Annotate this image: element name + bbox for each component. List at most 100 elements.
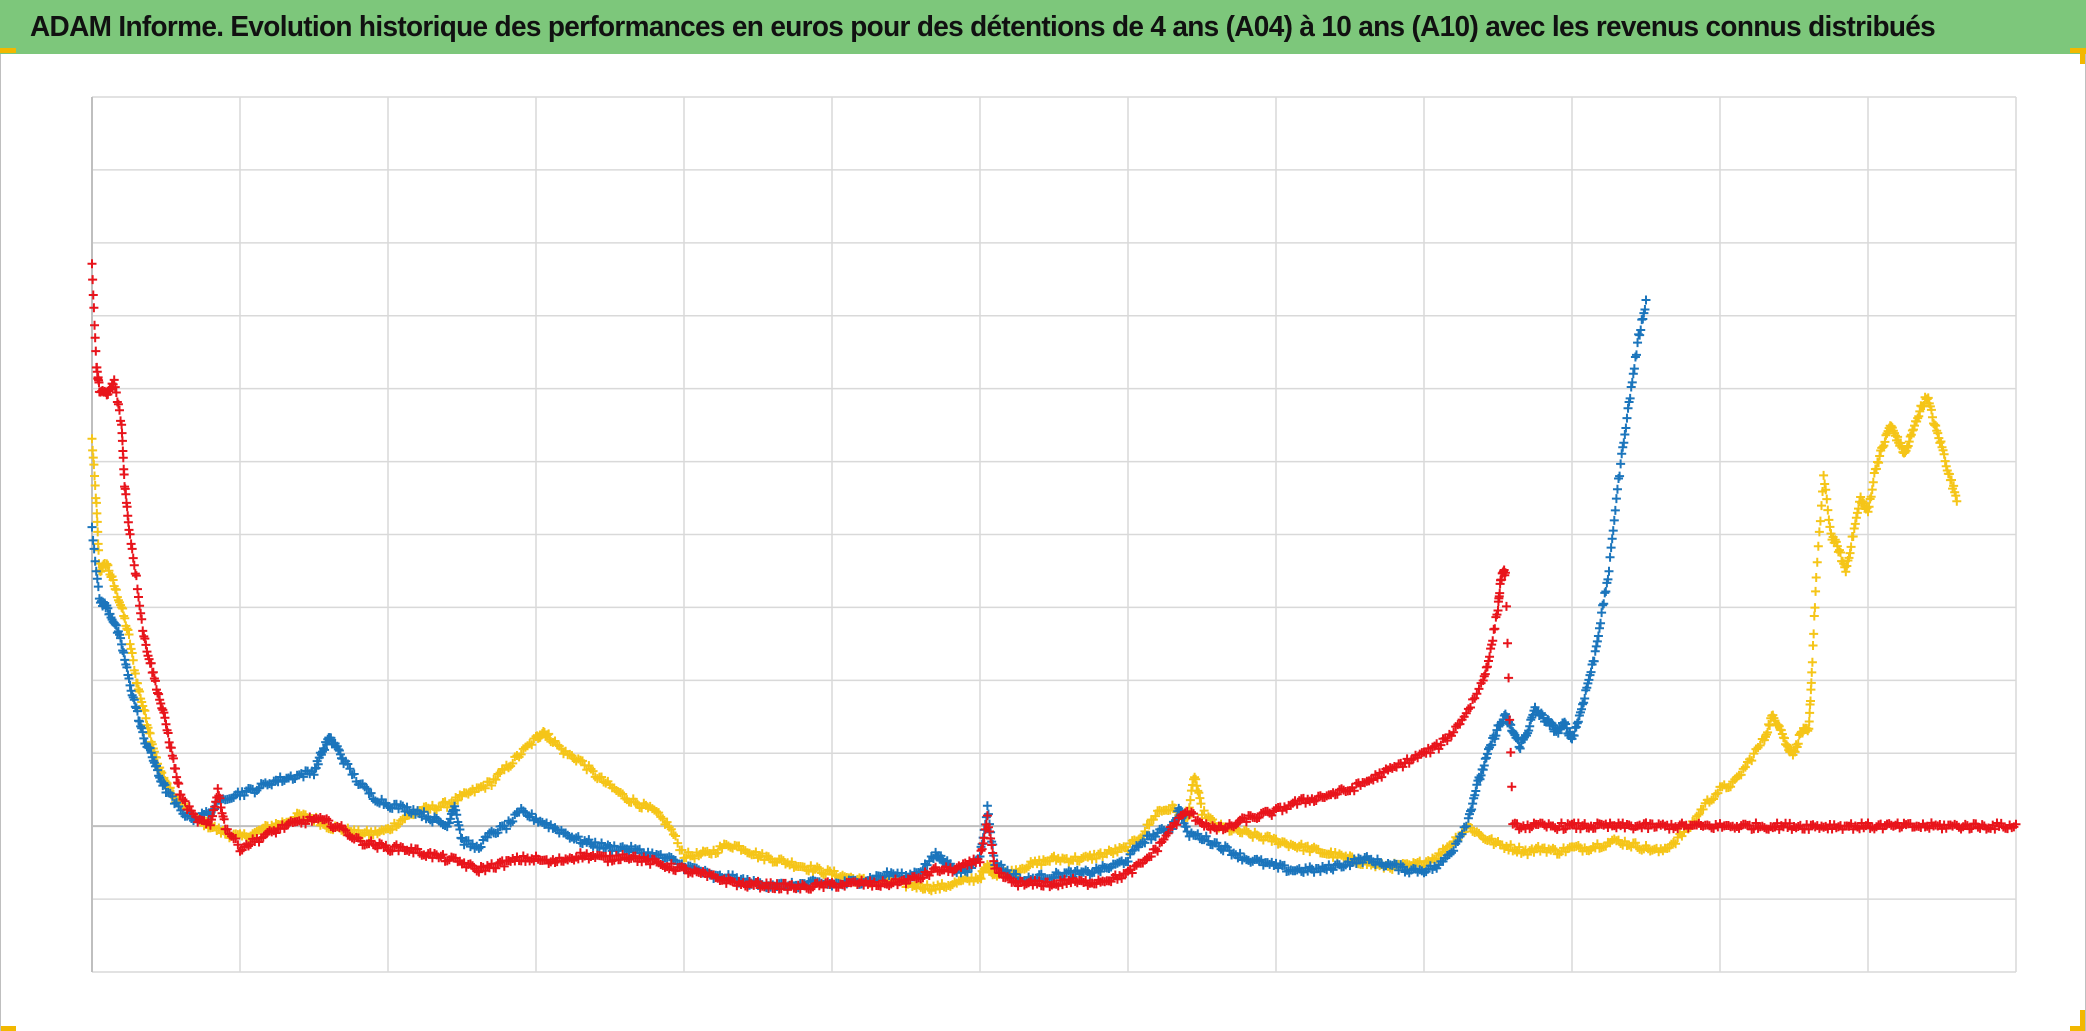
data-point xyxy=(1199,806,1209,816)
data-point xyxy=(1163,828,1173,838)
data-point xyxy=(1193,786,1203,796)
data-point xyxy=(1915,406,1925,416)
data-point xyxy=(1611,494,1621,504)
data-point xyxy=(656,812,666,822)
data-point xyxy=(138,626,148,636)
data-point xyxy=(1831,537,1841,547)
data-point xyxy=(91,346,101,356)
data-point xyxy=(119,648,129,658)
data-point xyxy=(94,545,104,555)
data-point xyxy=(1806,678,1816,688)
data-point xyxy=(989,856,999,866)
data-point xyxy=(1635,330,1645,340)
data-point xyxy=(1127,868,1137,878)
data-point xyxy=(1671,839,1681,849)
data-point xyxy=(1235,848,1245,858)
data-point xyxy=(1580,693,1590,703)
data-point xyxy=(128,553,138,563)
data-point xyxy=(451,805,461,815)
data-point xyxy=(1927,412,1937,422)
data-point xyxy=(141,640,151,650)
data-point xyxy=(1153,846,1163,856)
data-point xyxy=(508,758,518,768)
data-point xyxy=(1940,456,1950,466)
data-point xyxy=(146,658,156,668)
data-point xyxy=(135,687,145,697)
data-point xyxy=(160,713,170,723)
data-point xyxy=(1584,675,1594,685)
data-point xyxy=(1108,849,1118,859)
data-point xyxy=(1547,718,1557,728)
data-point xyxy=(127,648,137,658)
data-point xyxy=(117,602,127,612)
data-point xyxy=(123,517,133,527)
data-point xyxy=(1753,743,1763,753)
data-point xyxy=(1190,772,1200,782)
data-point xyxy=(544,729,554,739)
data-point xyxy=(1622,413,1632,423)
data-point xyxy=(135,716,145,726)
data-point xyxy=(87,434,97,444)
data-point xyxy=(1636,325,1646,335)
data-point xyxy=(982,811,992,821)
data-point xyxy=(1615,471,1625,481)
data-point xyxy=(476,842,486,852)
data-point xyxy=(1349,786,1359,796)
data-point xyxy=(1463,704,1473,714)
data-point xyxy=(122,502,132,512)
data-point xyxy=(145,743,155,753)
data-point xyxy=(493,769,503,779)
data-point xyxy=(1608,526,1618,536)
data-point xyxy=(1848,532,1858,542)
data-point xyxy=(1193,829,1203,839)
data-point xyxy=(126,539,136,549)
data-point xyxy=(105,384,115,394)
data-point xyxy=(1625,393,1635,403)
data-point xyxy=(1610,505,1620,515)
data-point xyxy=(137,614,147,624)
data-point xyxy=(1205,813,1215,823)
data-point xyxy=(1810,603,1820,613)
data-point xyxy=(1485,652,1495,662)
data-point xyxy=(1298,867,1308,877)
data-point xyxy=(1626,382,1636,392)
data-point xyxy=(1874,458,1884,468)
data-point xyxy=(1790,747,1800,757)
data-point xyxy=(1606,543,1616,553)
data-point xyxy=(438,850,448,860)
data-point xyxy=(120,655,130,665)
data-point xyxy=(90,556,100,566)
data-point xyxy=(360,840,370,850)
data-point xyxy=(1057,880,1067,890)
data-point xyxy=(1573,717,1583,727)
data-point xyxy=(1189,809,1199,819)
data-point xyxy=(216,802,226,812)
data-point xyxy=(1825,522,1835,532)
data-point xyxy=(491,863,501,873)
data-point xyxy=(233,840,243,850)
data-point xyxy=(1185,795,1195,805)
data-point xyxy=(501,824,511,834)
data-point xyxy=(1607,534,1617,544)
data-point xyxy=(1194,788,1204,798)
data-point xyxy=(349,769,359,779)
data-point xyxy=(159,778,169,788)
data-point xyxy=(1598,600,1608,610)
data-point xyxy=(1461,821,1471,831)
data-point xyxy=(1698,804,1708,814)
data-point xyxy=(145,728,155,738)
data-point xyxy=(624,846,634,856)
data-point xyxy=(975,857,985,867)
data-point xyxy=(666,859,676,869)
data-point xyxy=(1470,693,1480,703)
data-point xyxy=(120,613,130,623)
data-point xyxy=(89,303,99,313)
data-point xyxy=(1621,423,1631,433)
data-point xyxy=(986,834,996,844)
data-point xyxy=(1812,557,1822,567)
data-point xyxy=(129,695,139,705)
data-point xyxy=(1601,587,1611,597)
data-point xyxy=(1709,794,1719,804)
data-point xyxy=(1779,733,1789,743)
data-point xyxy=(1906,430,1916,440)
